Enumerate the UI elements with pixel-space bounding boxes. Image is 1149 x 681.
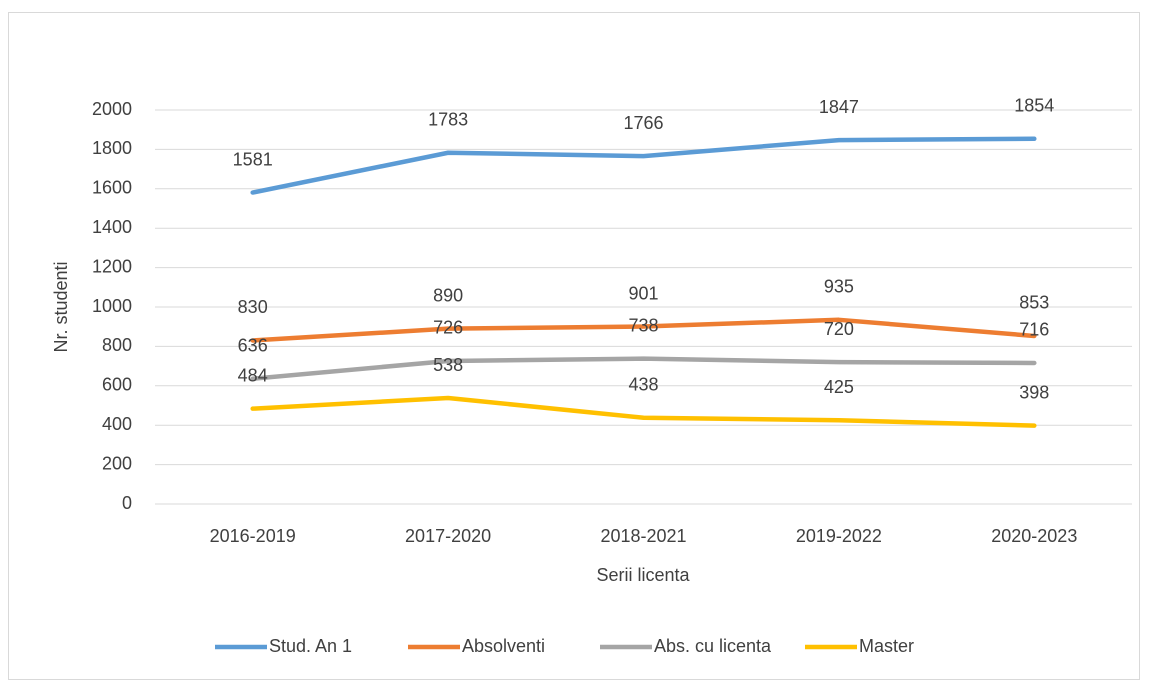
data-label: 1847 xyxy=(819,97,859,117)
x-tick-label: 2016-2019 xyxy=(210,526,296,546)
data-label: 853 xyxy=(1019,293,1049,313)
x-tick-label: 2020-2023 xyxy=(991,526,1077,546)
data-label: 1854 xyxy=(1014,96,1054,116)
data-label: 1581 xyxy=(233,149,273,169)
series-line xyxy=(250,356,1037,381)
x-tick-label: 2017-2020 xyxy=(405,526,491,546)
x-tick-label: 2018-2021 xyxy=(600,526,686,546)
data-label: 1766 xyxy=(623,113,663,133)
data-label: 1783 xyxy=(428,109,468,129)
y-tick-label: 1800 xyxy=(92,138,132,158)
data-label: 738 xyxy=(628,315,658,335)
x-axis-title: Serii licenta xyxy=(596,565,690,585)
data-label: 901 xyxy=(628,283,658,303)
data-label: 538 xyxy=(433,355,463,375)
y-axis-title: Nr. studenti xyxy=(51,261,71,352)
data-label: 636 xyxy=(238,335,268,355)
data-label: 935 xyxy=(824,277,854,297)
data-label: 726 xyxy=(433,318,463,338)
data-label: 484 xyxy=(238,365,268,385)
data-label: 398 xyxy=(1019,382,1049,402)
y-tick-label: 400 xyxy=(102,414,132,434)
series-line xyxy=(250,136,1037,195)
data-label: 890 xyxy=(433,285,463,305)
y-tick-label: 1200 xyxy=(92,256,132,276)
y-tick-label: 600 xyxy=(102,375,132,395)
y-tick-label: 1600 xyxy=(92,178,132,198)
data-label: 720 xyxy=(824,319,854,339)
data-label: 438 xyxy=(628,374,658,394)
legend-label: Absolventi xyxy=(462,636,545,656)
y-tick-label: 1400 xyxy=(92,217,132,237)
legend-label: Stud. An 1 xyxy=(269,636,352,656)
series-line xyxy=(250,317,1037,343)
y-tick-label: 200 xyxy=(102,453,132,473)
y-tick-label: 0 xyxy=(122,493,132,513)
y-tick-label: 2000 xyxy=(92,99,132,119)
data-label: 716 xyxy=(1019,320,1049,340)
series-line xyxy=(250,395,1037,428)
data-label: 425 xyxy=(824,377,854,397)
y-tick-label: 800 xyxy=(102,335,132,355)
legend-label: Abs. cu licenta xyxy=(654,636,772,656)
y-tick-label: 1000 xyxy=(92,296,132,316)
legend-label: Master xyxy=(859,636,914,656)
x-tick-label: 2019-2022 xyxy=(796,526,882,546)
data-label: 830 xyxy=(238,297,268,317)
